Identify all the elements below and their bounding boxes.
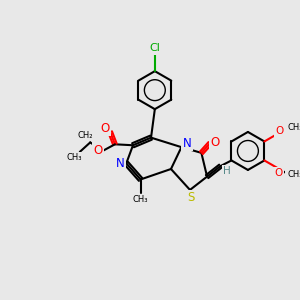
Text: CH₃: CH₃ — [133, 195, 148, 204]
Text: O: O — [101, 122, 110, 135]
Text: N: N — [116, 157, 125, 170]
Text: CH₃: CH₃ — [287, 123, 300, 132]
Text: O: O — [274, 168, 283, 178]
Text: H: H — [223, 166, 231, 176]
Text: N: N — [183, 137, 191, 150]
Text: CH₂: CH₂ — [78, 131, 93, 140]
Text: Cl: Cl — [149, 44, 160, 53]
Text: CH₃: CH₃ — [287, 170, 300, 179]
Text: O: O — [93, 143, 103, 157]
Text: S: S — [187, 191, 195, 204]
Text: CH₃: CH₃ — [66, 153, 82, 162]
Text: O: O — [275, 126, 284, 136]
Text: O: O — [210, 136, 219, 149]
